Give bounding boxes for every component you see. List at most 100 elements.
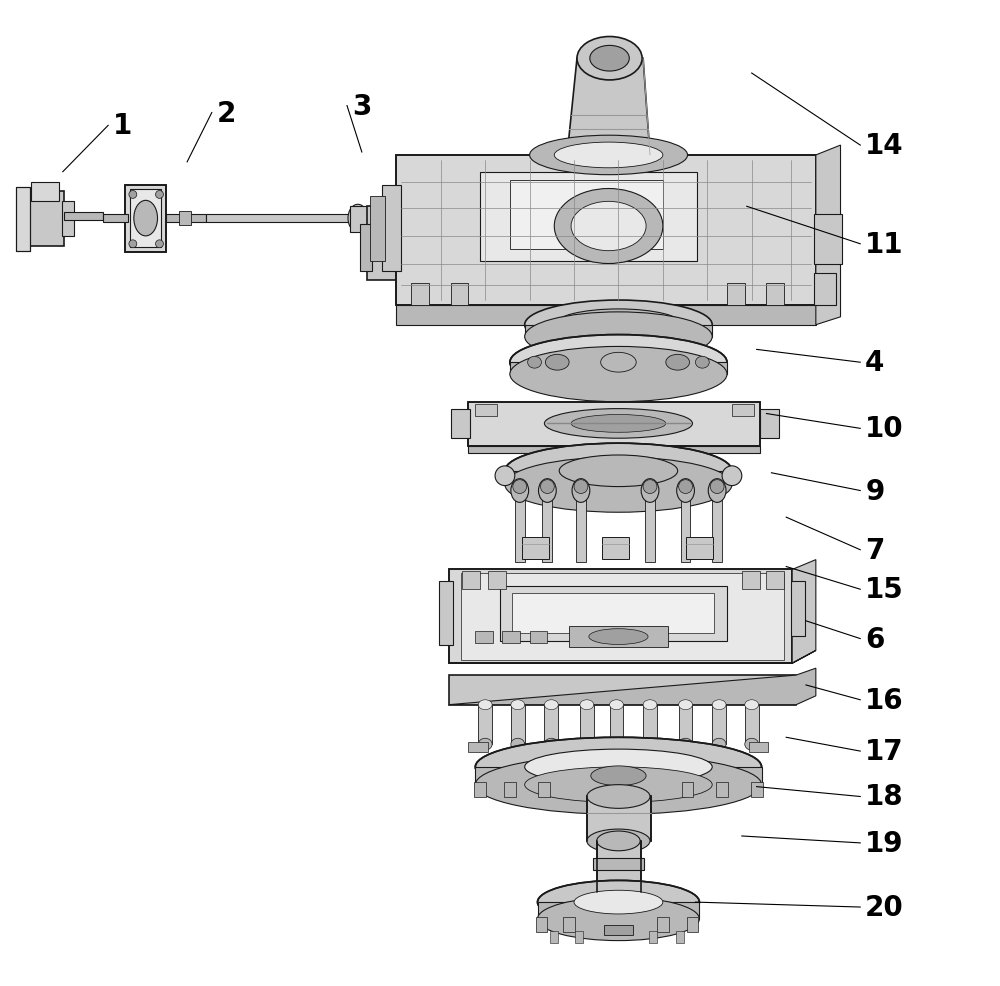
Ellipse shape	[587, 785, 650, 809]
Bar	[468, 402, 760, 447]
Ellipse shape	[525, 313, 712, 362]
Polygon shape	[510, 363, 727, 375]
Ellipse shape	[666, 355, 690, 371]
Ellipse shape	[129, 241, 137, 248]
Text: 10: 10	[865, 415, 904, 443]
Text: 7: 7	[865, 536, 885, 564]
Ellipse shape	[679, 480, 692, 494]
Ellipse shape	[475, 755, 762, 814]
Ellipse shape	[544, 739, 558, 750]
Bar	[468, 742, 488, 752]
Bar	[749, 742, 768, 752]
Ellipse shape	[712, 700, 726, 710]
Text: 3: 3	[352, 93, 371, 120]
Bar	[488, 572, 506, 590]
Ellipse shape	[574, 890, 663, 914]
Ellipse shape	[710, 480, 724, 494]
Bar	[538, 782, 550, 798]
Polygon shape	[505, 471, 732, 485]
Polygon shape	[449, 651, 816, 664]
Ellipse shape	[538, 479, 556, 503]
Bar	[716, 782, 728, 798]
Bar	[512, 594, 714, 633]
Bar	[535, 742, 554, 752]
Bar	[475, 404, 497, 416]
Bar	[502, 631, 520, 643]
Bar	[544, 705, 558, 744]
Ellipse shape	[554, 310, 683, 341]
Bar	[382, 185, 401, 272]
Ellipse shape	[589, 629, 648, 645]
Ellipse shape	[545, 355, 569, 371]
Ellipse shape	[597, 882, 640, 902]
Bar	[31, 182, 59, 202]
Bar	[125, 185, 166, 252]
Ellipse shape	[679, 700, 692, 710]
Text: 1: 1	[113, 112, 132, 140]
Ellipse shape	[580, 700, 594, 710]
Bar	[179, 212, 191, 226]
Polygon shape	[816, 146, 841, 325]
Bar	[550, 931, 558, 943]
Bar	[610, 705, 623, 744]
Ellipse shape	[475, 738, 762, 797]
Ellipse shape	[745, 739, 759, 750]
Ellipse shape	[643, 700, 657, 710]
Ellipse shape	[679, 739, 692, 750]
Ellipse shape	[134, 201, 158, 237]
Ellipse shape	[156, 241, 163, 248]
Ellipse shape	[525, 301, 712, 350]
Ellipse shape	[478, 700, 492, 710]
Bar	[500, 587, 727, 641]
Ellipse shape	[511, 700, 525, 710]
Bar	[766, 284, 784, 306]
Text: 18: 18	[865, 783, 904, 810]
Ellipse shape	[510, 347, 727, 402]
Bar	[360, 225, 372, 272]
Bar	[16, 187, 30, 251]
Bar	[480, 173, 697, 261]
Ellipse shape	[571, 202, 646, 251]
Ellipse shape	[722, 466, 742, 486]
Text: 6: 6	[865, 625, 885, 653]
Bar	[676, 931, 684, 943]
Bar	[510, 180, 663, 249]
Bar	[367, 207, 404, 281]
Ellipse shape	[587, 829, 650, 853]
Text: 17: 17	[865, 738, 904, 765]
Bar	[411, 284, 429, 306]
Text: 16: 16	[865, 686, 904, 714]
Polygon shape	[525, 325, 712, 337]
Bar	[727, 284, 745, 306]
Bar	[504, 782, 516, 798]
Bar	[462, 572, 480, 590]
Bar	[576, 491, 586, 562]
Bar	[742, 572, 760, 590]
Bar	[396, 156, 816, 306]
Ellipse shape	[574, 480, 588, 494]
Ellipse shape	[525, 749, 712, 785]
Bar	[522, 537, 549, 559]
Bar	[643, 705, 657, 744]
Bar	[686, 537, 713, 559]
Text: 11: 11	[865, 231, 904, 258]
Bar	[370, 197, 385, 261]
Bar	[511, 705, 525, 744]
Text: 20: 20	[865, 893, 904, 921]
Ellipse shape	[610, 700, 623, 710]
Ellipse shape	[597, 831, 640, 851]
Ellipse shape	[643, 739, 657, 750]
Ellipse shape	[478, 739, 492, 750]
Bar	[536, 917, 547, 932]
Text: 9: 9	[865, 477, 884, 505]
Bar	[609, 742, 628, 752]
Ellipse shape	[511, 479, 529, 503]
Bar	[657, 917, 669, 932]
Bar	[451, 284, 468, 306]
Polygon shape	[449, 669, 816, 705]
Bar	[645, 491, 655, 562]
Bar	[461, 574, 784, 661]
Bar	[542, 491, 552, 562]
Bar	[814, 274, 836, 306]
Bar	[597, 841, 641, 892]
